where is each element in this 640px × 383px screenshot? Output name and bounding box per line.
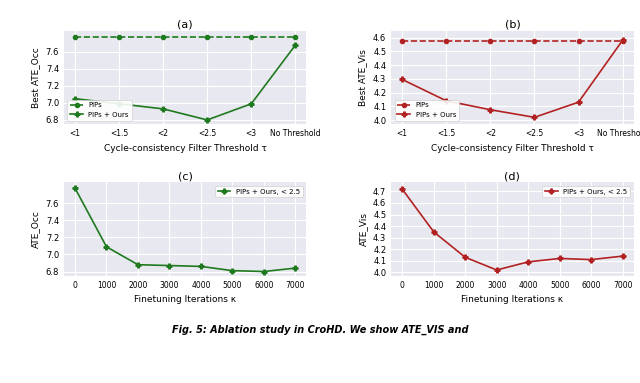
Legend: PIPs + Ours, < 2.5: PIPs + Ours, < 2.5 (542, 186, 630, 197)
Title: (c): (c) (178, 172, 193, 182)
Line: PIPs + Ours, < 2.5: PIPs + Ours, < 2.5 (400, 187, 625, 272)
PIPs + Ours (619, 38, 627, 43)
PIPs + Ours (71, 97, 79, 101)
Line: PIPs + Ours: PIPs + Ours (72, 43, 298, 123)
PIPs (204, 34, 211, 39)
Title: (b): (b) (504, 20, 520, 30)
PIPs + Ours, < 2.5 (166, 263, 173, 268)
Line: PIPs + Ours: PIPs + Ours (400, 38, 625, 120)
PIPs (442, 39, 450, 43)
PIPs + Ours, < 2.5 (260, 269, 268, 274)
Y-axis label: ATE_Vis: ATE_Vis (358, 212, 367, 246)
PIPs (71, 34, 79, 39)
Y-axis label: ATE_Occ: ATE_Occ (31, 210, 40, 248)
PIPs + Ours (115, 101, 123, 106)
PIPs + Ours (292, 43, 300, 47)
X-axis label: Finetuning Iterations κ: Finetuning Iterations κ (461, 295, 563, 304)
PIPs + Ours, < 2.5 (102, 244, 110, 249)
Title: (a): (a) (177, 20, 193, 30)
PIPs + Ours, < 2.5 (292, 266, 300, 270)
Text: Fig. 5: Ablation study in CroHD. We show ATE_VIS and: Fig. 5: Ablation study in CroHD. We show… (172, 325, 468, 336)
PIPs + Ours, < 2.5 (197, 264, 205, 269)
PIPs + Ours, < 2.5 (398, 187, 406, 192)
Legend: PIPs + Ours, < 2.5: PIPs + Ours, < 2.5 (215, 186, 303, 197)
X-axis label: Cycle-consistency Filter Threshold τ: Cycle-consistency Filter Threshold τ (431, 144, 594, 152)
PIPs (292, 34, 300, 39)
PIPs (398, 39, 406, 43)
Line: PIPs + Ours, < 2.5: PIPs + Ours, < 2.5 (72, 186, 298, 274)
X-axis label: Finetuning Iterations κ: Finetuning Iterations κ (134, 295, 236, 304)
PIPs + Ours, < 2.5 (493, 268, 500, 272)
PIPs + Ours, < 2.5 (556, 256, 563, 261)
PIPs + Ours (442, 98, 450, 103)
PIPs + Ours, < 2.5 (524, 260, 532, 264)
Y-axis label: Best ATE_Occ: Best ATE_Occ (31, 47, 40, 108)
PIPs + Ours, < 2.5 (619, 254, 627, 259)
PIPs + Ours, < 2.5 (461, 255, 469, 260)
PIPs (248, 34, 255, 39)
PIPs + Ours, < 2.5 (228, 268, 236, 273)
PIPs (575, 39, 582, 43)
PIPs + Ours, < 2.5 (71, 186, 79, 190)
PIPs + Ours (248, 101, 255, 106)
PIPs + Ours, < 2.5 (134, 262, 142, 267)
PIPs (619, 39, 627, 43)
PIPs + Ours (204, 118, 211, 122)
PIPs (531, 39, 538, 43)
PIPs + Ours (531, 115, 538, 119)
PIPs (486, 39, 494, 43)
Legend: PIPs, PIPs + Ours: PIPs, PIPs + Ours (395, 100, 459, 121)
PIPs + Ours, < 2.5 (430, 229, 438, 234)
PIPs (159, 34, 167, 39)
Legend: PIPs, PIPs + Ours: PIPs, PIPs + Ours (67, 100, 132, 121)
PIPs + Ours (398, 77, 406, 82)
Line: PIPs: PIPs (400, 39, 625, 43)
Y-axis label: Best ATE_Vis: Best ATE_Vis (358, 49, 367, 106)
PIPs + Ours (575, 100, 582, 105)
PIPs + Ours (159, 106, 167, 111)
Line: PIPs: PIPs (73, 34, 298, 39)
PIPs (115, 34, 123, 39)
PIPs + Ours, < 2.5 (588, 257, 595, 262)
PIPs + Ours (486, 108, 494, 112)
X-axis label: Cycle-consistency Filter Threshold τ: Cycle-consistency Filter Threshold τ (104, 144, 267, 152)
Title: (d): (d) (504, 172, 520, 182)
